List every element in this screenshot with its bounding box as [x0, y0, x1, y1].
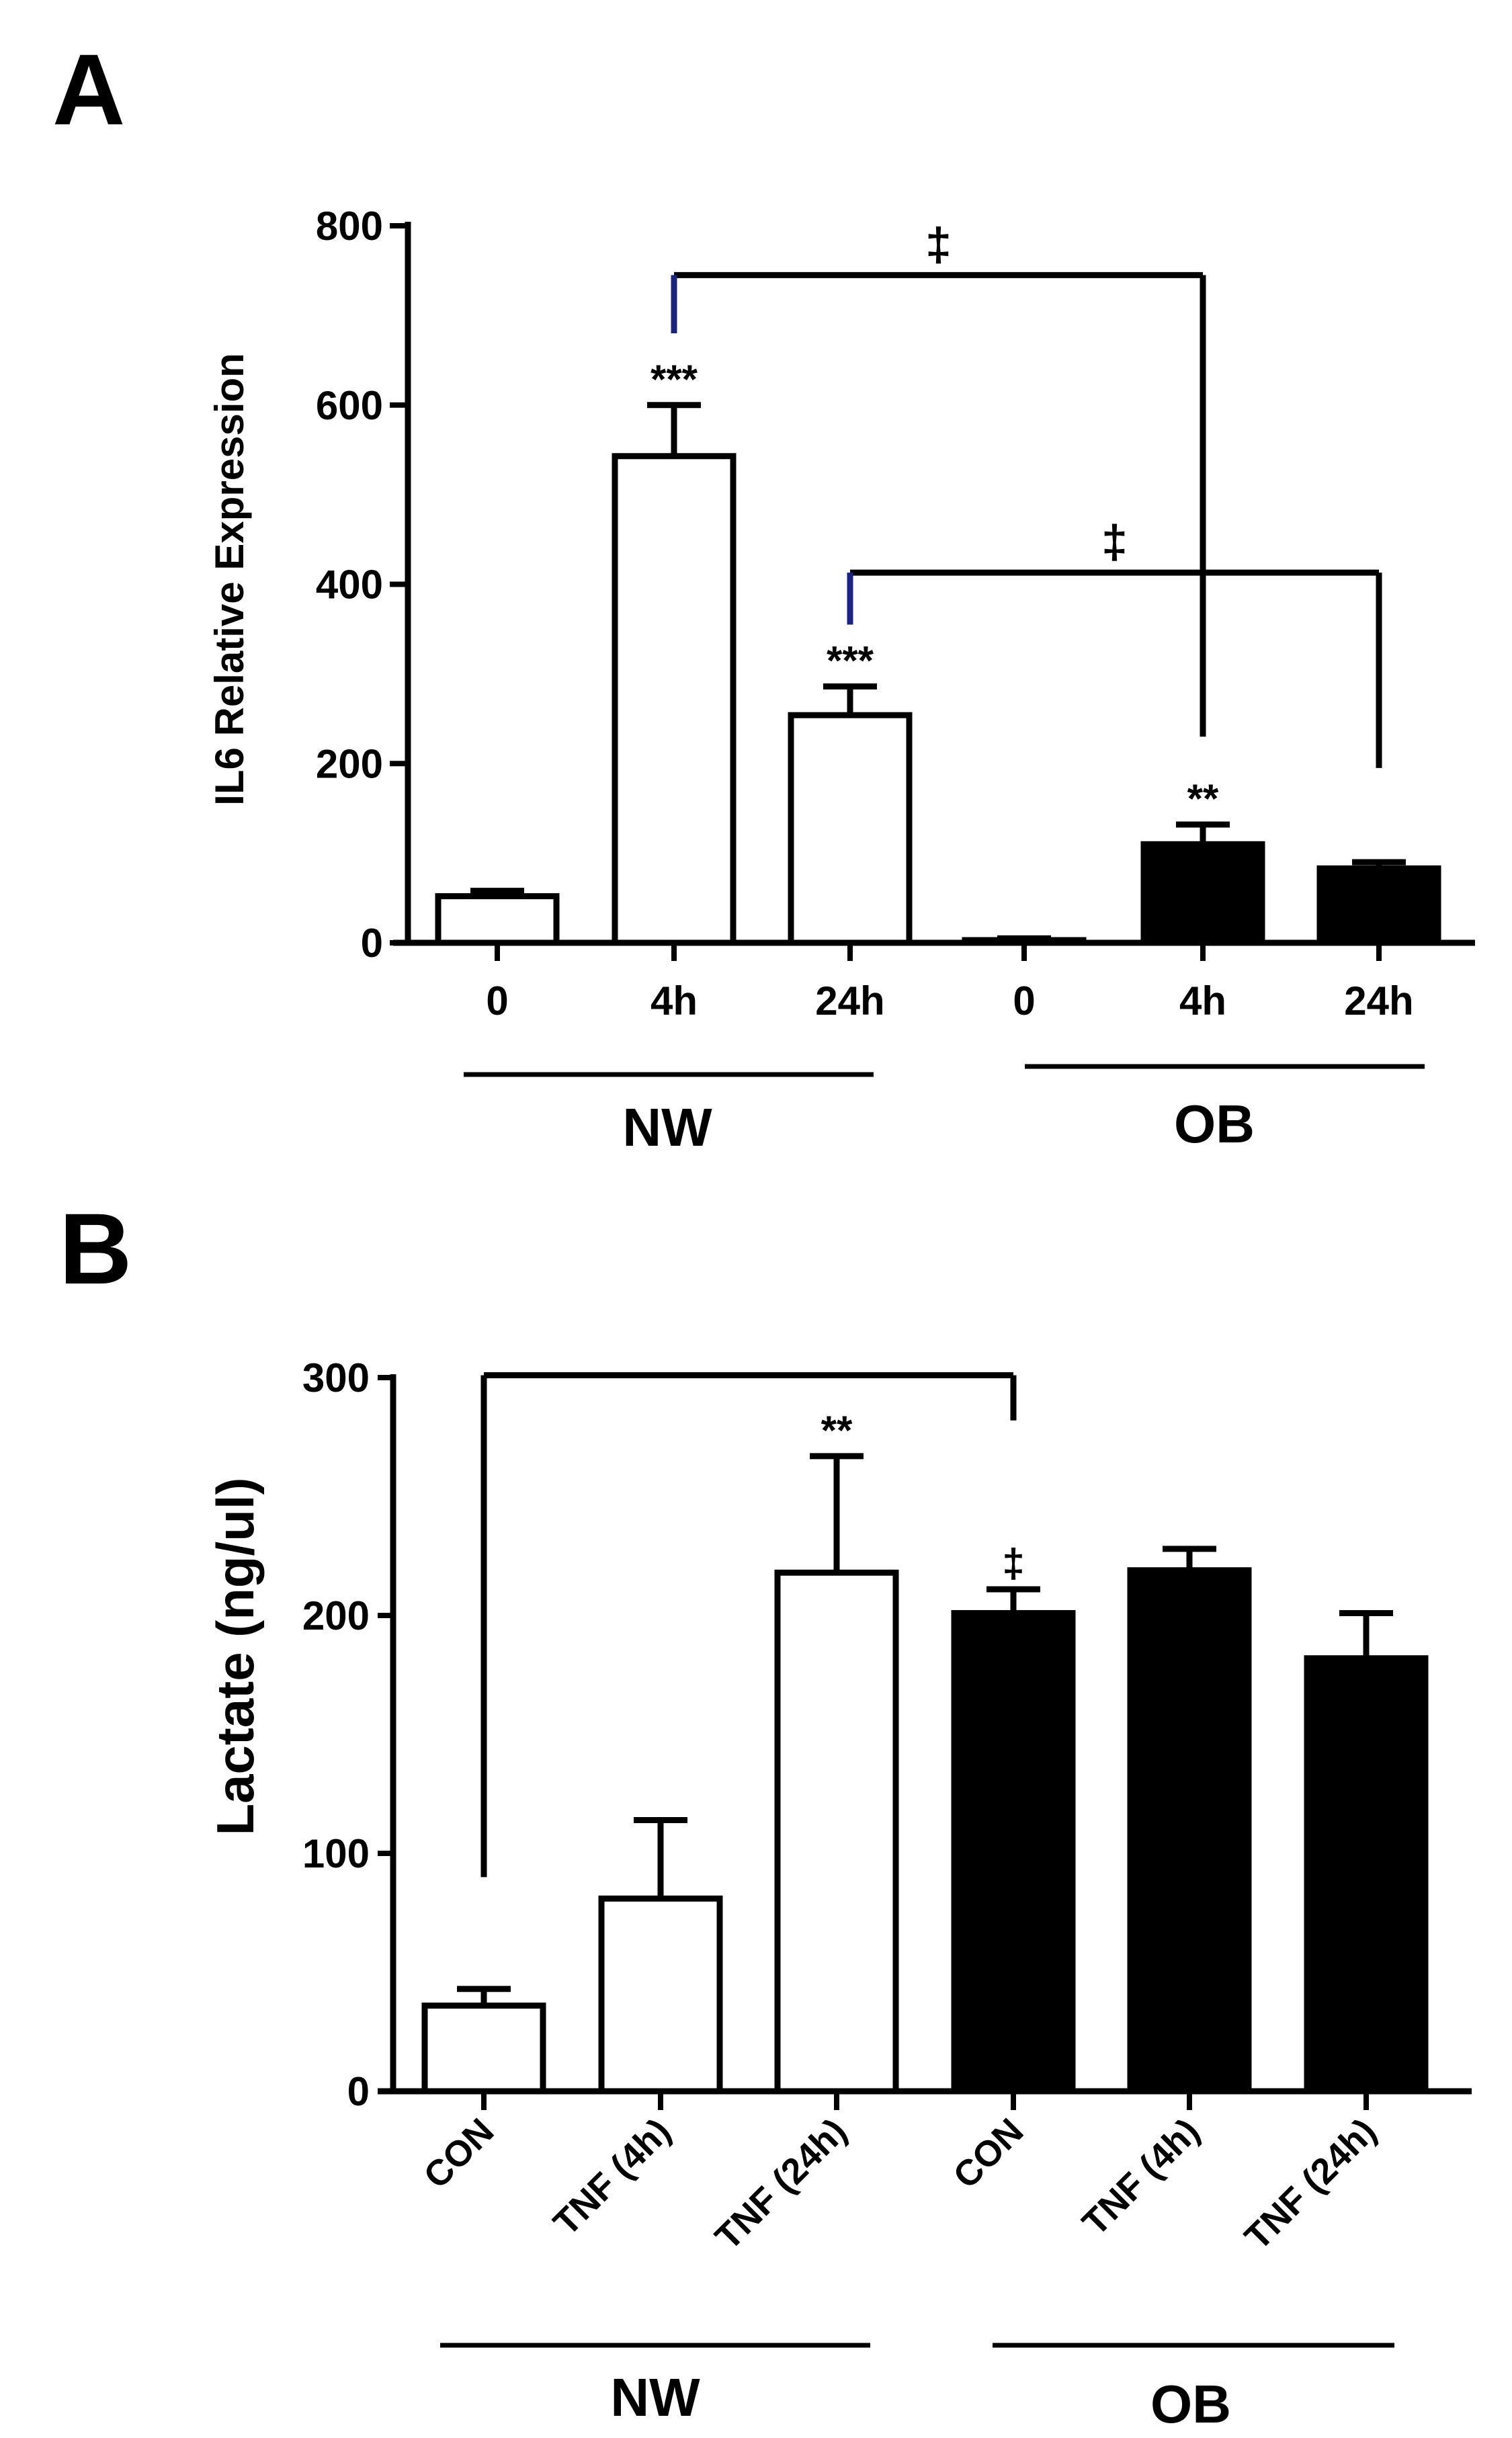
panel-b-error-bar [634, 1816, 687, 1899]
panel-b-y-tick-label: 0 [347, 2069, 370, 2114]
panel-a-bar [1316, 865, 1441, 946]
panel-a-y-tick-label: 800 [316, 204, 383, 249]
panel-b-x-label: TNF (4h) [546, 2111, 678, 2243]
panel-b-y-axis-label: Lactate (ng/ul) [206, 1477, 265, 1835]
panel-a-y-ticks: 0 200 400 600 800 [316, 204, 408, 966]
panel-b-significance: ** ‡ [821, 1408, 1025, 1586]
panel-b-error-bar [1163, 1546, 1216, 1570]
panel-b-error-bar [810, 1453, 864, 1573]
panel-b-comparisons [480, 1372, 1017, 1878]
panel-b-bar [774, 1569, 899, 2095]
panel-b-significance-marker: ‡ [1002, 1541, 1024, 1586]
panel-a-x-label: 4h [1179, 978, 1226, 1023]
panel-a-bar [1140, 841, 1265, 946]
panel-b: B Lactate (ng/ul) 0 100 200 300 ** ‡ CON TNF … [59, 1192, 1472, 2434]
panel-b-x-label: TNF (24h) [1237, 2111, 1384, 2257]
panel-b-x-label: TNF (24h) [708, 2111, 854, 2257]
panel-a-x-label: 0 [1013, 978, 1035, 1023]
panel-a-x-label: 24h [1344, 978, 1413, 1023]
panel-b-group-ob-label: OB [1150, 2374, 1231, 2434]
panel-a-bars [435, 453, 1441, 946]
panel-b-comparison-bracket [480, 1372, 1017, 1878]
panel-a-comparisons: ‡‡ [671, 218, 1382, 768]
panel-a-y-tick-label: 0 [361, 921, 383, 966]
panel-a-significance: ******** [650, 357, 1219, 821]
panel-a-comparison-label: ‡ [925, 218, 952, 270]
panel-a-y-axis-label: IL6 Relative Expression [207, 353, 252, 806]
panel-b-y-tick-label: 300 [302, 1355, 370, 1400]
panel-a-error-bar [647, 402, 701, 456]
panel-b-y-ticks: 0 100 200 300 [302, 1355, 393, 2114]
panel-a-x-label: 4h [650, 978, 698, 1023]
panel-b-error-bars [457, 1453, 1393, 2006]
panel-b-group-nw-label: NW [610, 2367, 700, 2427]
panel-b-bar [951, 1609, 1076, 2095]
panel-a-comparison-bracket: ‡ [671, 218, 1206, 737]
panel-a-x-label: 24h [815, 978, 884, 1023]
panel-b-bars [421, 1567, 1429, 2095]
panel-b-bar [1127, 1567, 1252, 2095]
panel-b-x-label: CON [416, 2111, 501, 2196]
panel-b-y-tick-label: 100 [302, 1831, 370, 1876]
panel-b-bar [598, 1895, 723, 2095]
panel-b-error-bar [1339, 1609, 1393, 1658]
panel-b-x-labels: CON TNF (4h) TNF (24h) CON TNF (4h) TNF (24h) [416, 2091, 1384, 2258]
panel-a-error-bar [823, 683, 877, 716]
panel-b-error-bar [986, 1586, 1040, 1613]
panel-a-y-tick-label: 600 [316, 383, 383, 428]
panel-b-x-label: TNF (4h) [1075, 2111, 1207, 2243]
panel-a-group-ob-label: OB [1174, 1094, 1255, 1154]
panel-a-bar [612, 453, 737, 946]
panel-a-x-label: 0 [486, 978, 508, 1023]
panel-a-error-bars [470, 402, 1406, 941]
panel-a-bar [435, 893, 560, 946]
panel-b-bar [421, 2003, 546, 2095]
panel-b-significance-marker: ** [821, 1408, 853, 1453]
panel-a-group-nw-label: NW [622, 1097, 712, 1157]
panel-a-error-bar [470, 888, 524, 896]
panel-a-error-bar [1176, 821, 1230, 845]
panel-b-y-tick-label: 200 [302, 1593, 370, 1638]
panel-a-significance-marker: *** [827, 638, 874, 683]
panel-a-comparison-label: ‡ [1101, 515, 1128, 568]
panel-a-significance-marker: *** [650, 357, 698, 402]
panel-a-x-labels: 0 4h 24h 0 4h 24h [486, 943, 1414, 1023]
panel-a-bar [788, 712, 913, 946]
panel-b-error-bar [457, 1986, 511, 2006]
panel-a-comparison-bracket: ‡ [847, 515, 1382, 768]
panel-a-significance-marker: ** [1187, 776, 1219, 821]
panel-a-letter: A [52, 33, 125, 146]
panel-b-letter: B [59, 1192, 132, 1305]
panel-a-y-tick-label: 200 [316, 741, 383, 786]
panel-a-error-bar [1352, 859, 1406, 869]
panel-b-x-label: CON [946, 2111, 1031, 2196]
panel-a-y-tick-label: 400 [316, 562, 383, 607]
panel-b-bar [1304, 1655, 1429, 2095]
panel-a: A IL6 Relative Expression 0200400600800 … [52, 33, 1475, 1157]
